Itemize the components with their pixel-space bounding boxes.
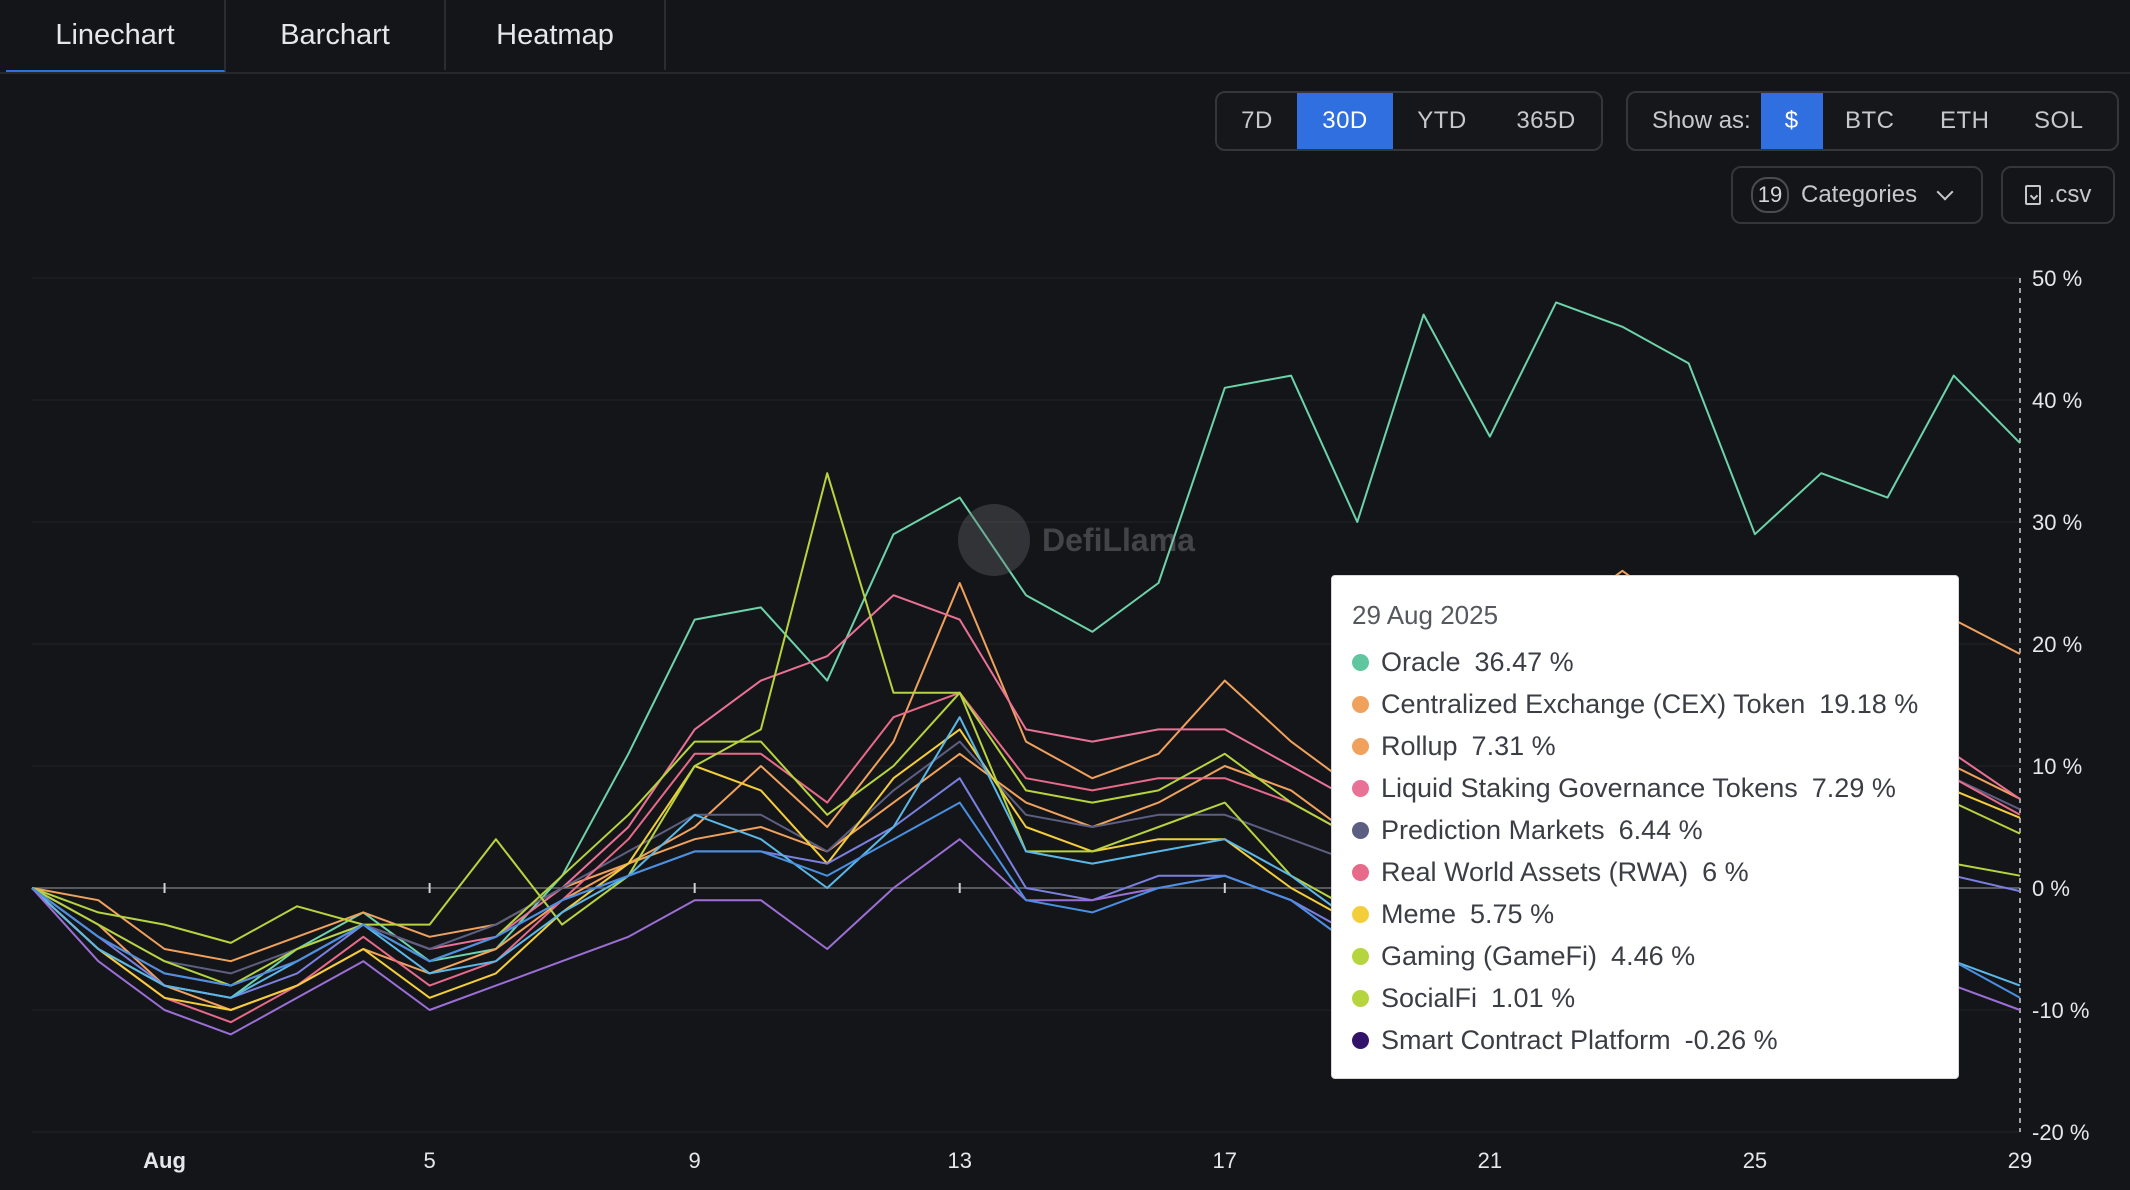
tooltip-series-value: 4.46 % xyxy=(1611,940,1696,971)
tooltip-row: Smart Contract Platform -0.26 % xyxy=(1352,1019,1958,1061)
series-color-dot xyxy=(1352,779,1369,797)
period-7d-button[interactable]: 7D xyxy=(1241,107,1273,134)
tooltip-series-name: Oracle xyxy=(1381,646,1461,677)
denom-btc-button[interactable]: BTC xyxy=(1844,107,1895,134)
tooltip-series-value: 7.31 % xyxy=(1471,730,1556,761)
tooltip-series-name: Real World Assets (RWA) xyxy=(1381,856,1689,887)
denom-sol-button[interactable]: SOL xyxy=(2033,107,2084,134)
denomination-selector: Show as: $ BTC ETH SOL xyxy=(1626,91,2119,151)
y-tick-label: 0 % xyxy=(2032,876,2070,901)
period-selector: 7D 30D YTD 365D xyxy=(1215,91,1603,151)
tooltip-row: Prediction Markets 6.44 % xyxy=(1352,809,1958,851)
series-color-dot xyxy=(1352,905,1369,923)
tab-linechart[interactable]: Linechart xyxy=(6,0,226,73)
y-tick-label: 50 % xyxy=(2032,266,2082,291)
y-tick-label: 20 % xyxy=(2032,632,2082,657)
period-30d-button[interactable]: 30D xyxy=(1297,93,1393,149)
tooltip-series-value: 6 % xyxy=(1702,856,1749,887)
tab-heatmap[interactable]: Heatmap xyxy=(446,0,666,70)
series-color-dot xyxy=(1352,653,1369,671)
tooltip-series-value: 36.47 % xyxy=(1474,646,1574,677)
tooltip-series-value: 6.44 % xyxy=(1618,814,1703,845)
tooltip-series-value: 19.18 % xyxy=(1819,688,1919,719)
x-tick-label: 29 xyxy=(2008,1148,2032,1173)
series-color-dot xyxy=(1352,821,1369,839)
x-tick-label: 25 xyxy=(1743,1148,1767,1173)
tabs-divider xyxy=(0,72,2130,74)
tooltip-row: Real World Assets (RWA) 6 % xyxy=(1352,851,1958,893)
series-color-dot xyxy=(1352,1031,1369,1049)
tooltip-series-value: 7.29 % xyxy=(1811,772,1896,803)
categories-count-badge: 19 xyxy=(1751,177,1789,213)
categories-label: Categories xyxy=(1801,181,1918,208)
tooltip-row: Liquid Staking Governance Tokens 7.29 % xyxy=(1352,767,1958,809)
y-tick-label: 10 % xyxy=(2032,754,2082,779)
tooltip-series-name: SocialFi xyxy=(1381,982,1478,1013)
tooltip-rows: Oracle 36.47 % Centralized Exchange (CEX) … xyxy=(1352,641,1958,1061)
y-tick-label: -20 % xyxy=(2032,1120,2089,1145)
csv-download-button[interactable]: .csv xyxy=(2001,166,2115,224)
watermark-text: DefiLlama xyxy=(1042,521,1195,558)
x-tick-label: 5 xyxy=(423,1148,435,1173)
tooltip-row: Gaming (GameFi) 4.46 % xyxy=(1352,935,1958,977)
tooltip-row: Rollup 7.31 % xyxy=(1352,725,1958,767)
tooltip-date: 29 Aug 2025 xyxy=(1352,600,1499,630)
view-tabs: Linechart Barchart Heatmap xyxy=(6,0,666,73)
x-tick-label: 21 xyxy=(1478,1148,1502,1173)
series-color-dot xyxy=(1352,737,1369,755)
denom-usd-button[interactable]: $ xyxy=(1760,93,1823,149)
watermark: DefiLlama xyxy=(958,504,1195,576)
x-tick-label: 13 xyxy=(947,1148,971,1173)
categories-dropdown[interactable]: 19 Categories xyxy=(1731,166,1983,224)
show-as-label: Show as: xyxy=(1652,107,1751,134)
denom-eth-button[interactable]: ETH xyxy=(1939,107,1990,134)
tooltip-series-value: -0.26 % xyxy=(1684,1024,1778,1055)
period-365d-button[interactable]: 365D xyxy=(1516,107,1576,134)
defillama-logo-icon xyxy=(958,504,1030,576)
x-tick-label: Aug xyxy=(143,1148,186,1173)
x-tick-label: 17 xyxy=(1213,1148,1237,1173)
csv-label: .csv xyxy=(2048,181,2092,208)
tooltip-series-value: 5.75 % xyxy=(1470,898,1555,929)
tooltip-series-name: Smart Contract Platform xyxy=(1381,1024,1671,1055)
series-color-dot xyxy=(1352,947,1369,965)
tooltip-series-name: Prediction Markets xyxy=(1381,814,1605,845)
tab-barchart[interactable]: Barchart xyxy=(226,0,446,70)
tooltip-series-name: Gaming (GameFi) xyxy=(1381,940,1598,971)
tooltip-row: SocialFi 1.01 % xyxy=(1352,977,1958,1019)
file-download-icon xyxy=(2024,185,2041,205)
tooltip-series-name: Centralized Exchange (CEX) Token xyxy=(1381,688,1806,719)
y-tick-label: -10 % xyxy=(2032,998,2089,1023)
tooltip-series-name: Meme xyxy=(1381,898,1457,929)
tooltip-series-value: 1.01 % xyxy=(1491,982,1576,1013)
tooltip-series-name: Rollup xyxy=(1381,730,1458,761)
tooltip-row: Centralized Exchange (CEX) Token 19.18 % xyxy=(1352,683,1958,725)
x-tick-label: 9 xyxy=(689,1148,701,1173)
y-tick-label: 40 % xyxy=(2032,388,2082,413)
series-color-dot xyxy=(1352,695,1369,713)
tooltip-row: Oracle 36.47 % xyxy=(1352,641,1958,683)
series-color-dot xyxy=(1352,989,1369,1007)
y-tick-label: 30 % xyxy=(2032,510,2082,535)
period-ytd-button[interactable]: YTD xyxy=(1417,107,1467,134)
series-color-dot xyxy=(1352,863,1369,881)
tooltip-row: Meme 5.75 % xyxy=(1352,893,1958,935)
tooltip-series-name: Liquid Staking Governance Tokens xyxy=(1381,772,1798,803)
chart-tooltip: 29 Aug 2025 Oracle 36.47 % Centralized Exc… xyxy=(1331,575,1959,1079)
